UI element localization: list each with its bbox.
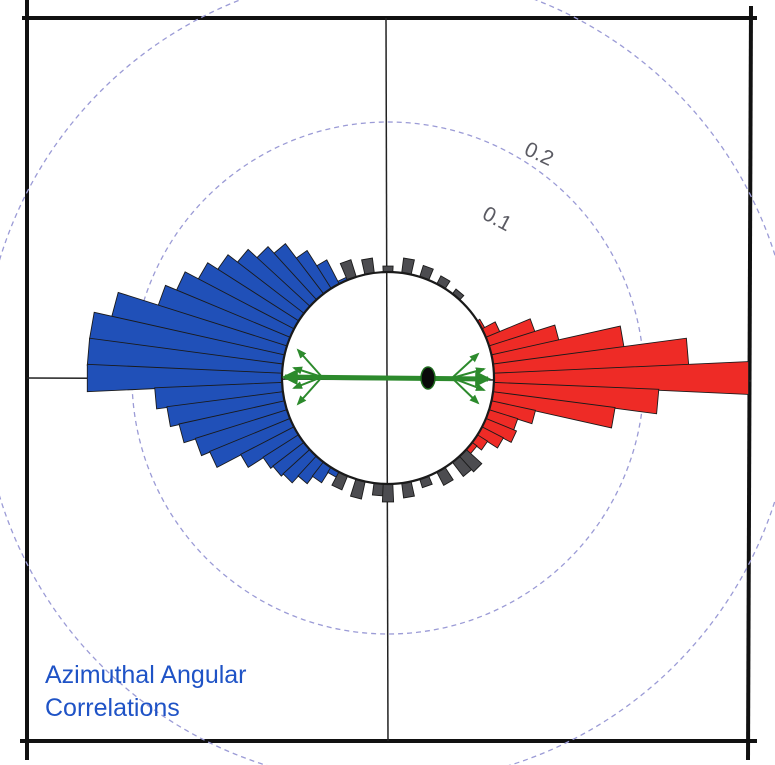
histogram-bar-s2-b9 [371,482,385,497]
chart-title-line-1: Azimuthal Angular [45,661,247,689]
center-dot [420,366,436,390]
fan-arrow [296,376,323,406]
plot-frame [20,0,757,761]
fan-arrow [451,377,486,391]
histogram-bars [86,243,750,503]
momentum-arrow-glyph [281,348,492,406]
fan-arrow [292,376,323,389]
right-fan-arrows [451,352,486,405]
histogram-bar-s2-b10 [381,483,395,503]
chart-title-line-2: Correlations [45,694,180,722]
ring-label-0-1: 0.1 [479,202,516,236]
fan-arrow [451,367,486,379]
fan-arrow [292,366,323,378]
fan-arrow [451,352,480,379]
fan-arrow [296,348,323,378]
ring-label-0-2: 0.2 [521,138,557,171]
fan-arrow [451,377,480,405]
left-fan-arrows [292,348,323,406]
frame-right [746,5,753,761]
